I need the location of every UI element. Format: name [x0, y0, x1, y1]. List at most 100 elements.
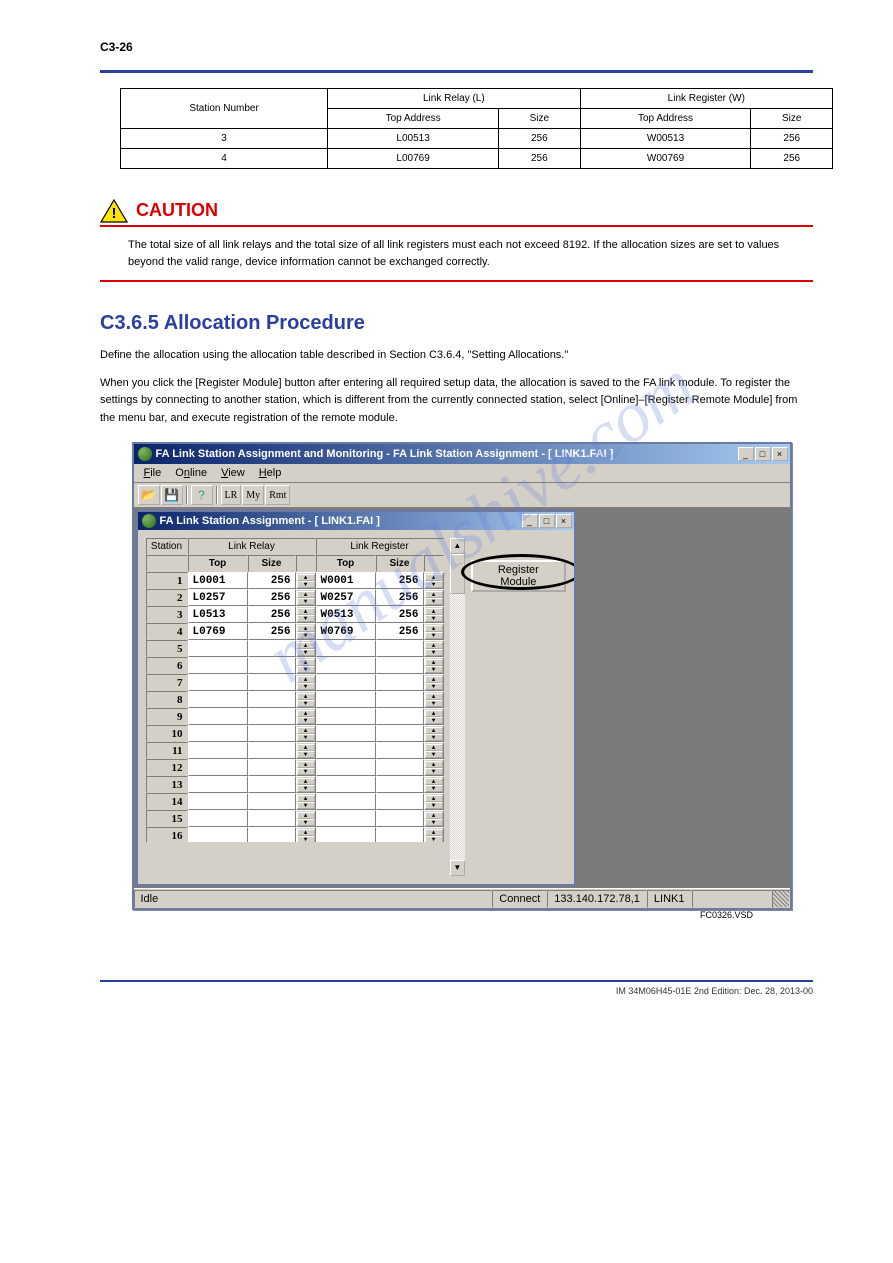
lr-size-cell[interactable]	[248, 776, 296, 793]
spin-control[interactable]: ▲▼	[424, 589, 444, 606]
lw-top-cell[interactable]	[316, 691, 376, 708]
lr-size-cell[interactable]	[248, 657, 296, 674]
spin-control[interactable]: ▲▼	[424, 691, 444, 708]
lr-size-cell[interactable]: 256	[248, 606, 296, 623]
lr-top-cell[interactable]: L0257	[188, 589, 248, 606]
lw-top-cell[interactable]: W0769	[316, 623, 376, 640]
lr-button[interactable]: LR	[221, 485, 242, 505]
spin-control[interactable]: ▲▼	[424, 623, 444, 640]
lw-size-cell[interactable]	[376, 793, 424, 810]
lr-top-cell[interactable]	[188, 793, 248, 810]
lw-top-cell[interactable]: W0257	[316, 589, 376, 606]
lr-size-cell[interactable]	[248, 793, 296, 810]
lw-size-cell[interactable]: 256	[376, 606, 424, 623]
lw-top-cell[interactable]	[316, 674, 376, 691]
inner-maximize-button[interactable]: □	[539, 514, 555, 528]
lw-size-cell[interactable]	[376, 725, 424, 742]
lr-top-cell[interactable]	[188, 725, 248, 742]
maximize-button[interactable]: □	[755, 447, 771, 461]
lr-top-cell[interactable]	[188, 810, 248, 827]
lw-top-cell[interactable]	[316, 793, 376, 810]
spin-control[interactable]: ▲▼	[424, 657, 444, 674]
lw-size-cell[interactable]	[376, 776, 424, 793]
lw-top-cell[interactable]	[316, 708, 376, 725]
lr-top-cell[interactable]	[188, 759, 248, 776]
spin-control[interactable]: ▲▼	[296, 793, 316, 810]
spin-control[interactable]: ▲▼	[424, 827, 444, 842]
spin-control[interactable]: ▲▼	[424, 793, 444, 810]
lw-size-cell[interactable]: 256	[376, 623, 424, 640]
spin-control[interactable]: ▲▼	[296, 725, 316, 742]
spin-control[interactable]: ▲▼	[424, 810, 444, 827]
lr-size-cell[interactable]	[248, 725, 296, 742]
lw-top-cell[interactable]	[316, 759, 376, 776]
help-button[interactable]: ?	[191, 485, 213, 505]
menu-view[interactable]: View	[215, 466, 251, 480]
register-module-button[interactable]: Register Module	[471, 560, 565, 592]
lr-size-cell[interactable]: 256	[248, 623, 296, 640]
lr-top-cell[interactable]	[188, 674, 248, 691]
spin-control[interactable]: ▲▼	[424, 759, 444, 776]
lw-top-cell[interactable]: W0001	[316, 572, 376, 589]
spin-control[interactable]: ▲▼	[296, 674, 316, 691]
lw-top-cell[interactable]	[316, 827, 376, 842]
spin-control[interactable]: ▲▼	[296, 640, 316, 657]
spin-control[interactable]: ▲▼	[424, 776, 444, 793]
lr-size-cell[interactable]	[248, 810, 296, 827]
lr-size-cell[interactable]	[248, 827, 296, 842]
spin-control[interactable]: ▲▼	[424, 725, 444, 742]
lr-size-cell[interactable]	[248, 708, 296, 725]
lr-top-cell[interactable]	[188, 708, 248, 725]
lw-top-cell[interactable]	[316, 742, 376, 759]
lr-size-cell[interactable]	[248, 640, 296, 657]
lr-size-cell[interactable]	[248, 759, 296, 776]
lr-size-cell[interactable]	[248, 674, 296, 691]
menu-online[interactable]: Online	[169, 466, 213, 480]
spin-control[interactable]: ▲▼	[296, 572, 316, 589]
close-button[interactable]: ×	[772, 447, 788, 461]
lw-size-cell[interactable]	[376, 827, 424, 842]
lw-size-cell[interactable]	[376, 674, 424, 691]
inner-close-button[interactable]: ×	[556, 514, 572, 528]
lr-size-cell[interactable]: 256	[248, 572, 296, 589]
lr-top-cell[interactable]: L0513	[188, 606, 248, 623]
resize-grip[interactable]	[772, 890, 790, 908]
lr-size-cell[interactable]	[248, 691, 296, 708]
spin-control[interactable]: ▲▼	[296, 589, 316, 606]
menu-file[interactable]: File	[138, 466, 168, 480]
spin-control[interactable]: ▲▼	[296, 759, 316, 776]
save-button[interactable]: 💾	[161, 485, 183, 505]
lw-size-cell[interactable]	[376, 657, 424, 674]
lw-top-cell[interactable]: W0513	[316, 606, 376, 623]
spin-control[interactable]: ▲▼	[296, 606, 316, 623]
spin-control[interactable]: ▲▼	[296, 776, 316, 793]
spin-control[interactable]: ▲▼	[424, 640, 444, 657]
lw-size-cell[interactable]: 256	[376, 589, 424, 606]
lr-size-cell[interactable]	[248, 742, 296, 759]
lr-top-cell[interactable]	[188, 776, 248, 793]
lw-size-cell[interactable]	[376, 640, 424, 657]
lr-top-cell[interactable]	[188, 691, 248, 708]
lw-top-cell[interactable]	[316, 640, 376, 657]
scroll-up-button[interactable]: ▲	[450, 538, 466, 554]
lr-top-cell[interactable]: L0001	[188, 572, 248, 589]
spin-control[interactable]: ▲▼	[424, 674, 444, 691]
menu-help[interactable]: Help	[253, 466, 288, 480]
spin-control[interactable]: ▲▼	[424, 572, 444, 589]
spin-control[interactable]: ▲▼	[296, 742, 316, 759]
spin-control[interactable]: ▲▼	[296, 827, 316, 842]
spin-control[interactable]: ▲▼	[296, 657, 316, 674]
lw-size-cell[interactable]	[376, 759, 424, 776]
lw-top-cell[interactable]	[316, 810, 376, 827]
vertical-scrollbar[interactable]: ▲ ▼	[450, 538, 466, 876]
lr-top-cell[interactable]	[188, 742, 248, 759]
lw-size-cell[interactable]	[376, 742, 424, 759]
scroll-thumb[interactable]	[450, 554, 466, 594]
lr-top-cell[interactable]	[188, 657, 248, 674]
spin-control[interactable]: ▲▼	[296, 691, 316, 708]
lw-top-cell[interactable]	[316, 657, 376, 674]
spin-control[interactable]: ▲▼	[424, 606, 444, 623]
scroll-down-button[interactable]: ▼	[450, 860, 466, 876]
lr-top-cell[interactable]: L0769	[188, 623, 248, 640]
inner-minimize-button[interactable]: _	[522, 514, 538, 528]
